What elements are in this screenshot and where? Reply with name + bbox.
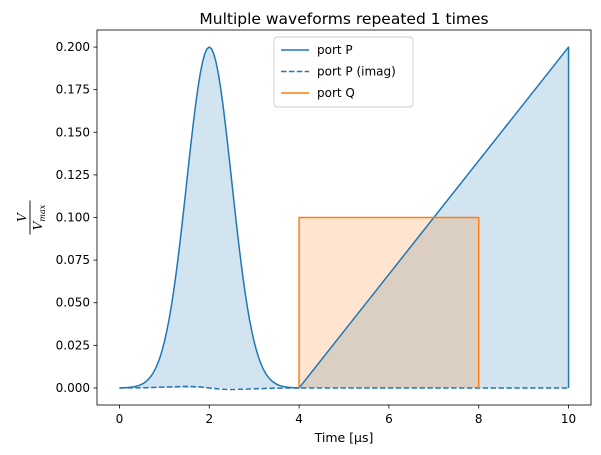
fill-port-q xyxy=(299,217,479,388)
y-axis-label: V Vmax xyxy=(15,200,47,235)
y-tick-label: 0.200 xyxy=(56,40,90,54)
y-axis-ticks: 0.000 0.025 0.050 0.075 0.100 0.125 0.150 0.175… xyxy=(56,40,97,395)
x-tick-label: 0 xyxy=(116,412,124,426)
x-tick-label: 2 xyxy=(205,412,213,426)
y-tick-label: 0.100 xyxy=(56,211,90,225)
x-tick-label: 10 xyxy=(561,412,576,426)
series-line-port-q xyxy=(298,216,480,388)
x-tick-label: 6 xyxy=(385,412,393,426)
fill-layer xyxy=(119,47,569,388)
x-tick-label: 8 xyxy=(475,412,483,426)
legend: port P port P (imag) port Q xyxy=(273,36,414,108)
y-tick-label: 0.025 xyxy=(56,338,90,352)
y-label-denominator-base: V xyxy=(31,220,45,230)
y-label-numerator: V xyxy=(15,212,29,222)
fill-port-p xyxy=(119,47,569,388)
legend-label-port-p-imag: port P (imag) xyxy=(317,65,396,79)
y-tick-label: 0.000 xyxy=(56,381,90,395)
legend-frame xyxy=(273,36,414,108)
x-tick-label: 4 xyxy=(295,412,303,426)
chart-title: Multiple waveforms repeated 1 times xyxy=(199,10,488,28)
legend-label-port-q: port Q xyxy=(317,86,355,100)
legend-label-port-p: port P xyxy=(317,43,353,57)
y-label-denominator-sub: max xyxy=(38,204,47,221)
y-label-denominator: Vmax xyxy=(31,204,47,230)
y-tick-label: 0.075 xyxy=(56,253,90,267)
y-tick-label: 0.125 xyxy=(56,168,90,182)
series-layer xyxy=(119,46,570,391)
x-axis-label: Time [μs] xyxy=(314,430,374,445)
series-line-port-p-imag xyxy=(119,385,569,391)
y-tick-label: 0.175 xyxy=(56,83,90,97)
y-tick-label: 0.050 xyxy=(56,296,90,310)
y-tick-label: 0.150 xyxy=(56,125,90,139)
series-line-port-p xyxy=(119,46,570,389)
x-axis-ticks: 0 2 4 6 8 10 xyxy=(116,405,576,426)
legend-entries: port P port P (imag) port Q xyxy=(281,43,396,100)
